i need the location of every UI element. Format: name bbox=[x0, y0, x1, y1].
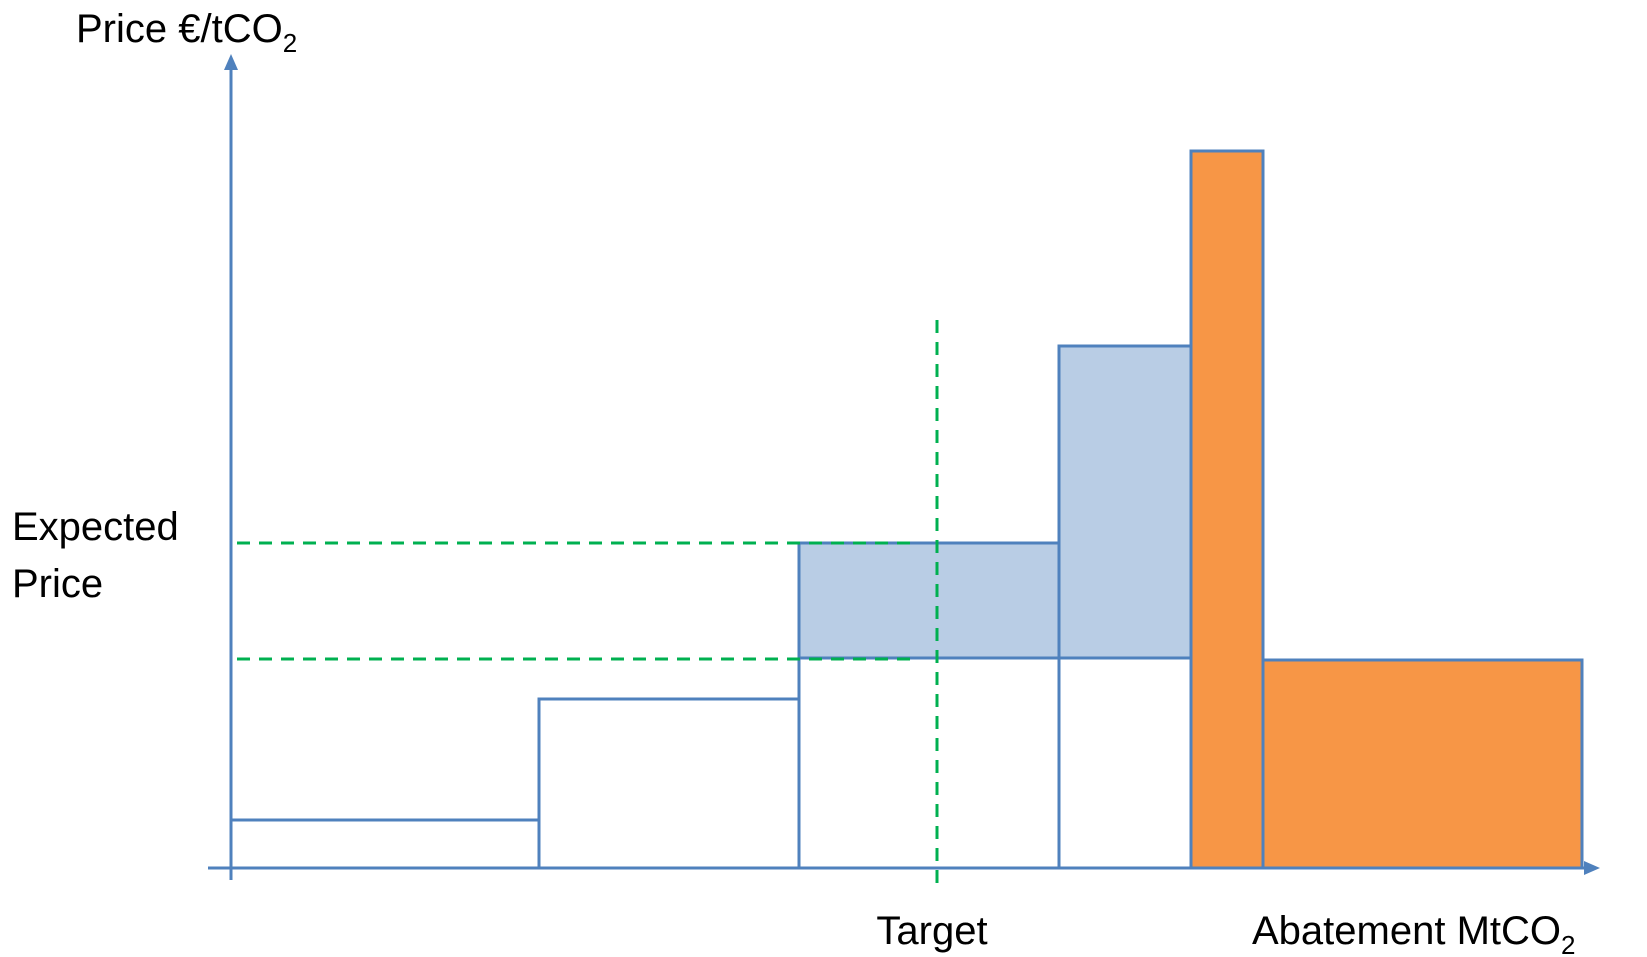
abatement-step-1 bbox=[229, 818, 541, 870]
y-axis-title-subscript: 2 bbox=[283, 28, 297, 58]
x-axis-title-main: Abatement MtCO bbox=[1252, 909, 1561, 953]
expected-price-line1: Expected bbox=[12, 505, 179, 549]
abatement-step-5-tall bbox=[1189, 149, 1265, 870]
y-axis-title-main: Price €/tCO bbox=[76, 7, 283, 51]
abatement-step-3-price-band bbox=[797, 541, 1061, 660]
y-axis-arrow-icon bbox=[224, 54, 238, 70]
expected-price-line2: Price bbox=[12, 562, 103, 606]
abatement-step-2 bbox=[537, 697, 801, 870]
abatement-step-4-base bbox=[1057, 656, 1193, 870]
y-axis-title: Price €/tCO2 bbox=[76, 7, 297, 58]
abatement-step-4-price-band bbox=[1057, 344, 1193, 660]
target-label: Target bbox=[876, 909, 987, 953]
x-axis-title-subscript: 2 bbox=[1561, 930, 1575, 957]
abatement-step-6-wide bbox=[1261, 658, 1584, 870]
expected-price-label: Expected Price bbox=[12, 505, 190, 606]
abatement-step-3-base bbox=[797, 656, 1061, 870]
x-axis-arrow-icon bbox=[1584, 861, 1600, 875]
x-axis-title: Abatement MtCO2 bbox=[1252, 909, 1575, 957]
